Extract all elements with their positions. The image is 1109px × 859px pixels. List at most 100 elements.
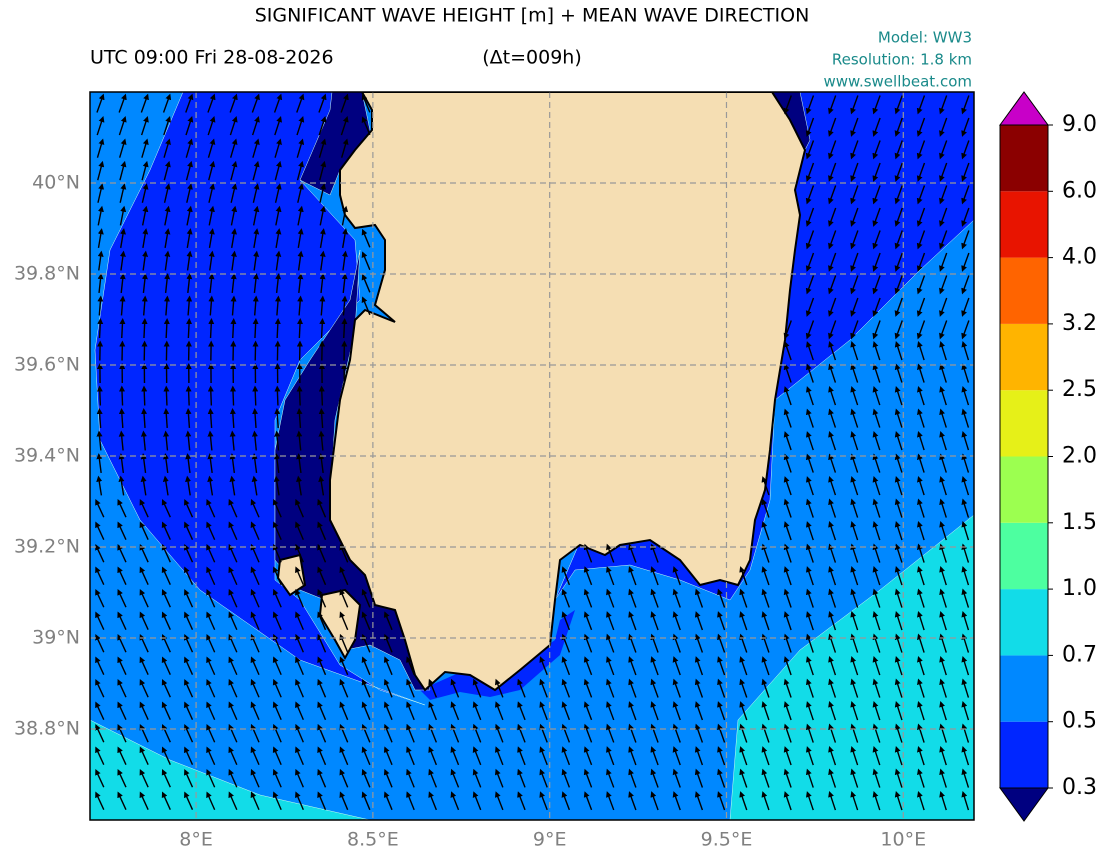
arrow bbox=[805, 140, 815, 160]
arrow bbox=[894, 588, 903, 608]
arrow bbox=[275, 273, 282, 294]
arrow bbox=[672, 566, 681, 586]
arrow bbox=[340, 93, 349, 113]
arrow bbox=[361, 296, 371, 316]
arrow bbox=[539, 746, 548, 766]
colorbar-segment bbox=[1000, 655, 1048, 722]
arrow bbox=[161, 611, 171, 630]
arrow bbox=[339, 656, 349, 676]
arrow bbox=[805, 791, 814, 811]
arrow bbox=[184, 611, 194, 631]
arrow bbox=[272, 791, 282, 811]
arrow bbox=[894, 95, 903, 115]
arrow bbox=[872, 162, 881, 182]
arrow bbox=[805, 207, 815, 227]
arrow bbox=[517, 791, 526, 811]
arrow bbox=[229, 475, 236, 496]
arrow bbox=[250, 611, 260, 631]
arrow bbox=[850, 476, 859, 496]
arrow bbox=[252, 273, 259, 294]
arrow bbox=[186, 183, 193, 203]
arrow bbox=[341, 250, 348, 271]
arrow bbox=[717, 678, 726, 698]
arrow bbox=[472, 791, 482, 811]
arrow bbox=[339, 678, 349, 698]
arrow bbox=[185, 116, 194, 136]
arrow bbox=[761, 791, 770, 811]
arrow bbox=[628, 566, 637, 586]
arrow bbox=[583, 768, 593, 788]
arrow bbox=[317, 678, 327, 698]
arrow bbox=[361, 768, 371, 788]
arrow bbox=[805, 275, 815, 295]
arrow bbox=[208, 250, 215, 271]
arrow bbox=[117, 521, 127, 540]
arrow bbox=[295, 588, 304, 608]
arrow bbox=[961, 520, 970, 541]
arrow bbox=[139, 521, 149, 540]
colorbar-label: 1.0 bbox=[1062, 576, 1097, 601]
arrow bbox=[961, 340, 970, 361]
arrow bbox=[118, 93, 127, 113]
arrow bbox=[805, 95, 815, 115]
arrow bbox=[783, 791, 792, 811]
arrow bbox=[118, 408, 125, 429]
delta-label: (Δt=009h) bbox=[482, 47, 582, 69]
arrow bbox=[805, 476, 814, 496]
arrow bbox=[186, 273, 193, 294]
arrow bbox=[650, 566, 659, 586]
arrow bbox=[828, 386, 837, 406]
arrow bbox=[318, 93, 327, 113]
arrow bbox=[850, 498, 859, 518]
arrow bbox=[163, 183, 171, 203]
arrow bbox=[783, 386, 792, 406]
arrow bbox=[939, 520, 947, 541]
arrow bbox=[95, 724, 105, 743]
arrow bbox=[561, 611, 571, 631]
arrow bbox=[805, 320, 815, 340]
arrow bbox=[142, 228, 149, 248]
arrow bbox=[828, 723, 837, 743]
arrow bbox=[805, 185, 815, 205]
arrow bbox=[761, 566, 770, 586]
arrow bbox=[961, 297, 970, 317]
arrow bbox=[208, 183, 216, 203]
arrow bbox=[672, 611, 681, 631]
arrow bbox=[583, 588, 593, 608]
arrow bbox=[694, 791, 704, 811]
arrow bbox=[229, 93, 238, 113]
arrow bbox=[628, 746, 637, 766]
arrow bbox=[961, 320, 970, 340]
arrow bbox=[428, 768, 438, 788]
arrow bbox=[783, 656, 792, 676]
arrow bbox=[606, 611, 615, 631]
arrow bbox=[939, 790, 947, 811]
arrow bbox=[828, 207, 837, 227]
arrow bbox=[450, 701, 460, 721]
arrow bbox=[186, 295, 193, 316]
arrow bbox=[828, 746, 837, 766]
arrow bbox=[361, 656, 371, 676]
arrow bbox=[694, 768, 704, 788]
arrow bbox=[317, 543, 327, 563]
arrow bbox=[739, 656, 748, 676]
arrow bbox=[250, 678, 260, 698]
arrow bbox=[739, 566, 748, 586]
arrow bbox=[339, 611, 349, 631]
arrow bbox=[406, 723, 415, 743]
arrow bbox=[828, 297, 837, 317]
sea-high-sw bbox=[90, 719, 371, 820]
arrow bbox=[672, 678, 681, 698]
arrow bbox=[139, 543, 149, 563]
arrow bbox=[97, 273, 104, 294]
arrow bbox=[161, 746, 171, 765]
arrow bbox=[295, 498, 304, 518]
arrow bbox=[606, 543, 615, 563]
arrow bbox=[295, 746, 304, 766]
arrow bbox=[894, 431, 903, 451]
arrow bbox=[161, 791, 171, 810]
arrow bbox=[783, 678, 792, 698]
arrow bbox=[961, 723, 970, 743]
arrow bbox=[274, 408, 281, 429]
arrow bbox=[319, 228, 326, 248]
